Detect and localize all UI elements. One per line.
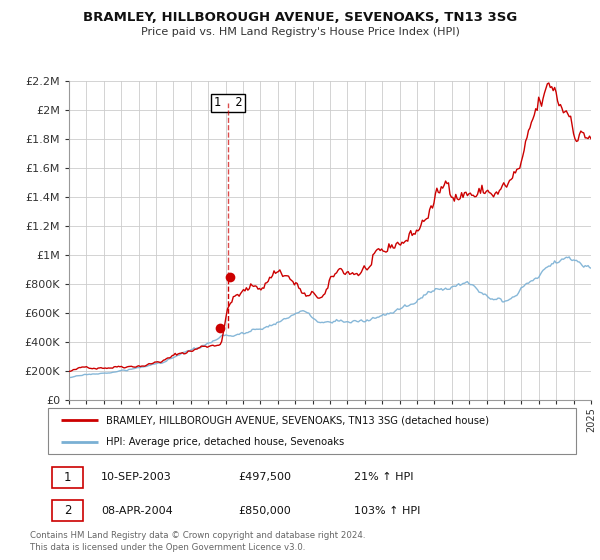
- Text: 1  2: 1 2: [214, 96, 242, 109]
- Text: 21% ↑ HPI: 21% ↑ HPI: [354, 472, 414, 482]
- FancyBboxPatch shape: [48, 408, 576, 454]
- Text: BRAMLEY, HILLBOROUGH AVENUE, SEVENOAKS, TN13 3SG (detached house): BRAMLEY, HILLBOROUGH AVENUE, SEVENOAKS, …: [106, 415, 489, 425]
- FancyBboxPatch shape: [52, 501, 83, 521]
- Text: BRAMLEY, HILLBOROUGH AVENUE, SEVENOAKS, TN13 3SG: BRAMLEY, HILLBOROUGH AVENUE, SEVENOAKS, …: [83, 11, 517, 24]
- Text: 2: 2: [64, 504, 71, 517]
- Text: Price paid vs. HM Land Registry's House Price Index (HPI): Price paid vs. HM Land Registry's House …: [140, 27, 460, 37]
- FancyBboxPatch shape: [52, 467, 83, 488]
- Text: HPI: Average price, detached house, Sevenoaks: HPI: Average price, detached house, Seve…: [106, 437, 344, 447]
- Text: 10-SEP-2003: 10-SEP-2003: [101, 472, 172, 482]
- Text: £497,500: £497,500: [238, 472, 291, 482]
- Text: 08-APR-2004: 08-APR-2004: [101, 506, 173, 516]
- Text: 1: 1: [64, 471, 71, 484]
- Text: £850,000: £850,000: [238, 506, 291, 516]
- Text: Contains HM Land Registry data © Crown copyright and database right 2024.: Contains HM Land Registry data © Crown c…: [30, 531, 365, 540]
- Text: 103% ↑ HPI: 103% ↑ HPI: [354, 506, 421, 516]
- Text: This data is licensed under the Open Government Licence v3.0.: This data is licensed under the Open Gov…: [30, 543, 305, 552]
